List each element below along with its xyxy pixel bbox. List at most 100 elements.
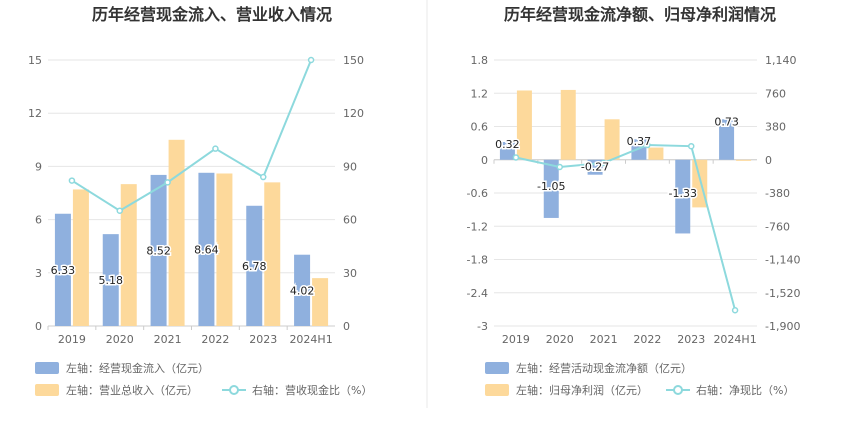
y-left-tick-label: 3 — [35, 267, 42, 280]
line-point-2020 — [556, 163, 563, 171]
y-right-tick-label: -1,520 — [765, 287, 800, 300]
legend-swatch-cash-ratio-dot — [229, 385, 239, 395]
bar-secondary-2021 — [168, 139, 185, 326]
chart-right-grid — [493, 59, 757, 327]
bar-primary-2024H1 — [719, 119, 735, 160]
data-label-2024H1: 0.73 — [714, 115, 739, 128]
bar-primary-2023 — [246, 205, 263, 326]
x-tick-label: 2024H1 — [289, 333, 332, 346]
legend-label-net-cash-flow[interactable]: 左轴：经营活动现金流净额（亿元） — [516, 361, 692, 375]
y-right-tick-label: 60 — [343, 214, 357, 227]
y-right-tick-label: -1,900 — [765, 320, 800, 333]
bar-secondary-2022 — [648, 147, 664, 160]
y-right-tick-label: -1,140 — [765, 254, 800, 267]
x-tick-label: 2019 — [502, 333, 530, 346]
chart-left-panel: 历年经营现金流入、营业收入情况 6.33 5.18 8.52 8.64 6.78 4.02… — [28, 5, 372, 397]
y-right-tick-label: 30 — [343, 267, 357, 280]
y-left-tick-label: -1.8 — [467, 254, 488, 267]
legend-swatch-revenue — [35, 384, 59, 396]
data-label-2023: -1.33 — [669, 187, 697, 200]
x-tick-label: 2020 — [106, 333, 134, 346]
y-left-tick-label: 12 — [28, 107, 42, 120]
y-left-tick-label: -0.6 — [467, 187, 488, 200]
bar-primary-2021 — [150, 174, 167, 326]
line-point-2021 — [164, 179, 171, 186]
x-tick-label: 2022 — [633, 333, 661, 346]
chart-left-legend[interactable]: 左轴：经营现金流入（亿元） 左轴：营业总收入（亿元） 右轴：营收现金比（%） — [35, 361, 372, 397]
bar-primary-2022 — [198, 172, 215, 326]
y-right-tick-label: 0 — [765, 154, 772, 167]
y-left-tick-label: 6 — [35, 214, 42, 227]
y-right-tick-label: 120 — [343, 107, 364, 120]
legend-label-net-profit[interactable]: 左轴：归母净利润（亿元） — [516, 383, 648, 397]
line-point-2023 — [260, 173, 267, 181]
data-label-2022: 0.37 — [627, 135, 652, 148]
bar-secondary-2021 — [604, 119, 620, 160]
line-series-path — [71, 59, 313, 212]
chart-right-legend[interactable]: 左轴：经营活动现金流净额（亿元） 左轴：归母净利润（亿元） 右轴：净现比（%） — [485, 361, 794, 397]
data-label-2022: 8.64 — [194, 243, 219, 256]
y-left-tick-label: -1.2 — [467, 220, 488, 233]
y-right-tick-label: 760 — [765, 87, 786, 100]
legend-label-cash-inflow[interactable]: 左轴：经营现金流入（亿元） — [66, 361, 209, 375]
line-series-path — [515, 144, 737, 311]
y-right-tick-label: 150 — [343, 54, 364, 67]
data-label-2023: 6.78 — [242, 260, 267, 273]
bar-secondary-2020 — [120, 184, 137, 326]
y-left-tick-label: 0 — [481, 154, 488, 167]
y-left-tick-label: 0.6 — [471, 121, 489, 134]
y-left-tick-label: 15 — [28, 54, 42, 67]
y-right-tick-label: 90 — [343, 160, 357, 173]
data-label-2019: 6.33 — [51, 264, 76, 277]
y-right-tick-label: -380 — [765, 187, 790, 200]
line-point-2020 — [116, 207, 123, 214]
y-right-tick-label: 0 — [343, 320, 350, 333]
line-point-2021 — [600, 159, 607, 167]
line-point-2022 — [212, 145, 219, 152]
chart-left-title: 历年经营现金流入、营业收入情况 — [92, 5, 332, 24]
y-left-tick-label: 1.8 — [471, 54, 489, 67]
data-label-2024H1: 4.02 — [290, 284, 315, 297]
line-point-2024H1 — [307, 56, 315, 64]
chart-right-line — [512, 141, 739, 314]
bar-secondary-2019 — [72, 189, 89, 326]
bar-primary-2020 — [102, 234, 119, 326]
legend-swatch-net-cash-flow — [485, 362, 509, 374]
y-right-tick-label: 380 — [765, 121, 786, 134]
data-label-2021: 8.52 — [146, 244, 171, 257]
bar-primary-2023 — [675, 159, 691, 234]
chart-right-axis-labels: 1.8 1,140 1.2 760 0.6 380 0 0 -0.6 -380 -1.2 -760 -1… — [467, 54, 801, 346]
data-label-2021: -0.27 — [581, 160, 609, 173]
bar-secondary-2019 — [516, 90, 532, 160]
y-right-tick-label: 1,140 — [765, 54, 797, 67]
bar-primary-2024H1 — [294, 254, 311, 326]
chart-left-line — [68, 56, 315, 214]
line-point-2023 — [688, 142, 695, 150]
legend-swatch-cash-inflow — [35, 362, 59, 374]
bar-secondary-2024H1 — [736, 159, 752, 161]
bar-primary-2020 — [543, 159, 559, 218]
y-left-tick-label: -3 — [477, 320, 488, 333]
chart-left-bars — [54, 139, 329, 326]
legend-label-net-cash-ratio[interactable]: 右轴：净现比（%） — [696, 383, 794, 397]
x-tick-label: 2020 — [546, 333, 574, 346]
chart-left-data-labels: 6.33 5.18 8.52 8.64 6.78 4.02 — [49, 242, 316, 299]
line-point-2024H1 — [731, 307, 739, 314]
x-tick-label: 2024H1 — [713, 333, 756, 346]
legend-swatch-net-profit — [485, 384, 509, 396]
x-tick-label: 2023 — [677, 333, 705, 346]
x-tick-label: 2023 — [249, 333, 277, 346]
x-tick-label: 2019 — [58, 333, 86, 346]
line-point-2019 — [512, 154, 520, 161]
chart-right-data-labels: 0.32 -1.05 -0.27 0.37 -1.33 0.73 — [494, 114, 741, 202]
chart-right-panel: 历年经营现金流净额、归母净利润情况 0.32 -1.05 -0.27 0.37 -1.3… — [467, 5, 801, 397]
x-tick-label: 2021 — [590, 333, 618, 346]
chart-right-title: 历年经营现金流净额、归母净利润情况 — [504, 5, 776, 24]
legend-label-revenue[interactable]: 左轴：营业总收入（亿元） — [66, 383, 198, 397]
x-tick-label: 2022 — [201, 333, 229, 346]
bar-secondary-2024H1 — [312, 278, 329, 326]
bar-secondary-2022 — [216, 173, 233, 326]
legend-label-cash-ratio[interactable]: 右轴：营收现金比（%） — [252, 383, 372, 397]
legend-swatch-net-cash-ratio-dot — [673, 385, 683, 395]
